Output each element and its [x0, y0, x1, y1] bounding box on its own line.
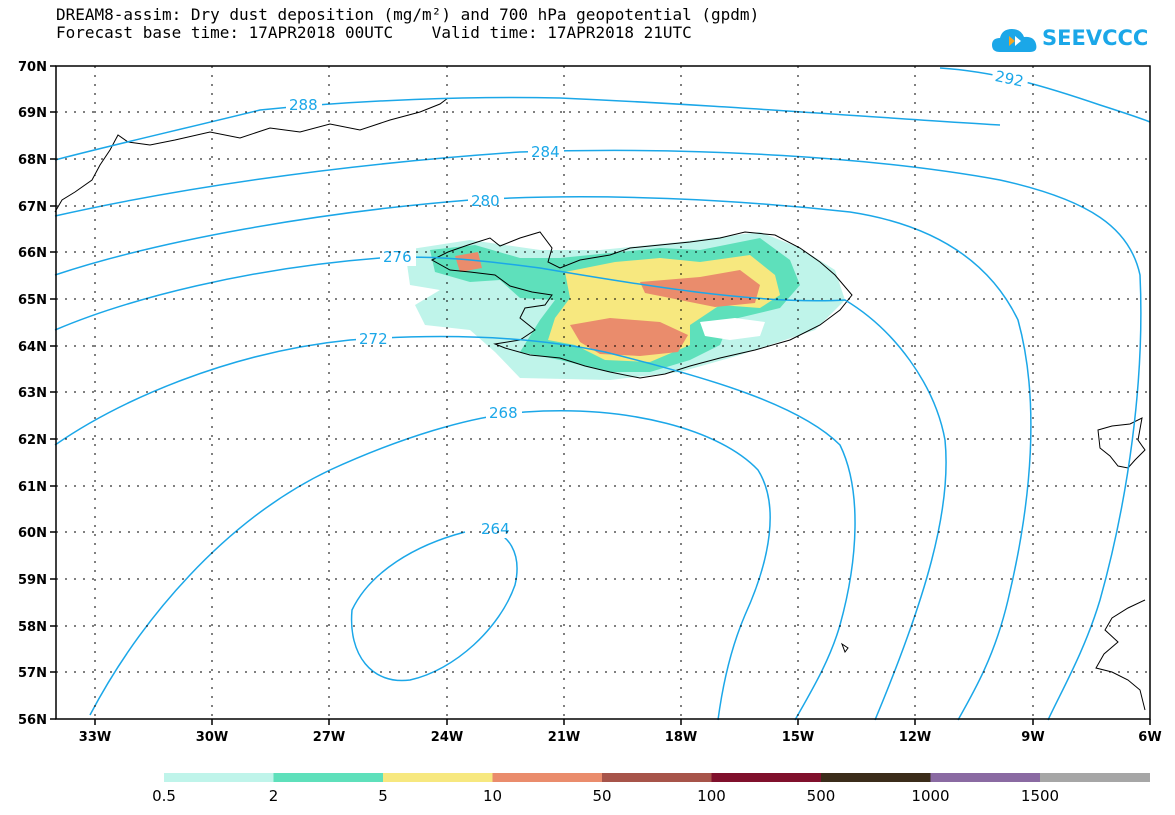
coastline-layer	[54, 97, 1146, 711]
scotland-coastline	[1095, 599, 1146, 711]
iceland-coastline	[430, 231, 853, 379]
contour-line-288	[54, 96, 1001, 161]
lon-label: 30W	[196, 730, 228, 745]
cloud-logo-icon	[992, 29, 1037, 52]
contour-line-272	[54, 335, 856, 721]
latitude-labels: 70N 69N 68N 67N 66N 65N 64N 63N 62N 61N …	[18, 60, 47, 728]
colorbar-label: 500	[807, 787, 836, 805]
axis-ticks	[50, 65, 1151, 725]
dust-shade-clear-east	[700, 318, 765, 340]
dust-shade-high-east	[640, 270, 760, 307]
contour-line-268	[89, 410, 771, 721]
colorbar-label: 0.5	[152, 787, 176, 805]
colorbar-swatch	[492, 773, 603, 782]
colorbar: 0.5 2 5 10 50 100 500 1000 1500	[152, 773, 1150, 805]
lon-label: 6W	[1138, 730, 1161, 745]
lat-label: 68N	[18, 153, 47, 168]
lat-label: 57N	[18, 666, 47, 681]
faroe-islands	[840, 642, 849, 654]
colorbar-label: 1000	[911, 787, 949, 805]
logo-text: SEEVCCC	[1042, 26, 1149, 50]
colorbar-swatch	[1040, 773, 1150, 782]
colorbar-label: 10	[483, 787, 502, 805]
contour-label-group: 264 268 272 276 280 284 288 292	[286, 66, 1030, 538]
lat-label: 66N	[18, 246, 47, 261]
contour-label-280: 280	[471, 192, 500, 210]
greenland-coastline	[54, 97, 449, 213]
colorbar-label: 2	[269, 787, 279, 805]
chart-subtitle-times: Forecast base time: 17APR2018 00UTC Vali…	[56, 23, 692, 42]
colorbar-swatch	[930, 773, 1041, 782]
dust-shading-layer	[405, 232, 845, 380]
colorbar-label: 1500	[1021, 787, 1059, 805]
lat-label: 69N	[18, 106, 47, 121]
colorbar-swatch	[602, 773, 712, 782]
lon-label: 9W	[1021, 730, 1044, 745]
colorbar-label: 100	[697, 787, 726, 805]
lat-label: 65N	[18, 293, 47, 308]
contour-line-284	[54, 149, 1142, 721]
contour-label-272: 272	[359, 330, 388, 348]
lat-label: 63N	[18, 386, 47, 401]
seevccc-logo: SEEVCCC	[990, 22, 1148, 58]
lon-label: 12W	[899, 730, 931, 745]
contour-label-276: 276	[383, 248, 412, 266]
lat-label: 64N	[18, 340, 47, 355]
norway-coastline-north	[1097, 417, 1146, 469]
lat-label: 70N	[18, 60, 47, 75]
lon-label: 27W	[313, 730, 345, 745]
lat-label: 58N	[18, 620, 47, 635]
contour-line-264	[350, 529, 518, 682]
dust-shade-high-west	[570, 318, 688, 356]
lon-label: 15W	[782, 730, 814, 745]
contour-label-288: 288	[289, 96, 318, 114]
colorbar-label: 50	[592, 787, 611, 805]
contour-line-292	[939, 67, 1151, 123]
colorbar-label: 5	[378, 787, 388, 805]
chart-title: DREAM8-assim: Dry dust deposition (mg/m²…	[56, 5, 760, 24]
contour-label-268: 268	[489, 404, 518, 422]
map-frame	[55, 65, 1151, 720]
colorbar-swatch	[273, 773, 384, 782]
lon-label: 21W	[548, 730, 580, 745]
lon-label: 18W	[665, 730, 697, 745]
colorbar-swatch	[711, 773, 822, 782]
colorbar-swatch	[383, 773, 493, 782]
colorbar-swatch	[164, 773, 274, 782]
lat-label: 60N	[18, 526, 47, 541]
geopotential-contours	[54, 67, 1151, 721]
lon-label: 33W	[79, 730, 111, 745]
colorbar-swatch	[821, 773, 931, 782]
graticule	[56, 66, 1150, 719]
dust-shade-high-nw	[455, 252, 482, 272]
contour-label-292: 292	[993, 67, 1025, 91]
lat-label: 67N	[18, 200, 47, 215]
lat-label: 56N	[18, 713, 47, 728]
lat-label: 62N	[18, 433, 47, 448]
contour-label-264: 264	[481, 520, 510, 538]
contour-line-280	[54, 196, 1032, 721]
longitude-labels: 33W 30W 27W 24W 21W 18W 15W 12W 9W 6W	[79, 730, 1162, 745]
lat-label: 59N	[18, 573, 47, 588]
lat-label: 61N	[18, 480, 47, 495]
contour-label-284: 284	[531, 143, 560, 161]
contour-line-276	[54, 256, 947, 721]
lon-label: 24W	[431, 730, 463, 745]
